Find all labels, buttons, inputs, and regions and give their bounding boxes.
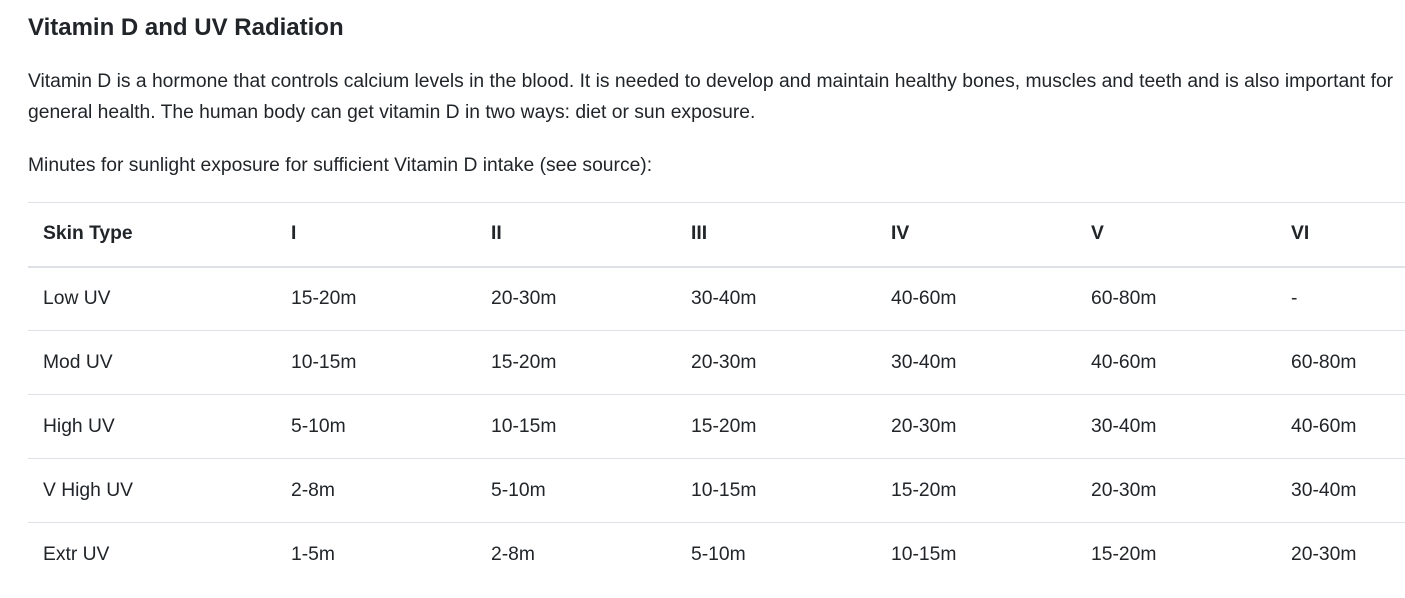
- table-cell: 30-40m: [1291, 479, 1357, 501]
- table-cell: 15-20m: [291, 287, 357, 309]
- table-cell: 2-8m: [291, 479, 335, 501]
- table-cell: 5-10m: [491, 479, 546, 501]
- table-cell: 2-8m: [491, 543, 535, 565]
- table-cell: 40-60m: [891, 287, 957, 309]
- table-cell: 15-20m: [1091, 543, 1157, 565]
- header-skin-type-iii: III: [691, 223, 708, 245]
- uv-level-label: Extr UV: [43, 543, 110, 565]
- table-row: High UV 5-10m 10-15m 15-20m 20-30m 30-40…: [28, 395, 1405, 459]
- table-cell: 30-40m: [1091, 415, 1157, 437]
- table-cell: 40-60m: [1291, 415, 1357, 437]
- table-caption: Minutes for sunlight exposure for suffic…: [28, 155, 653, 176]
- table-cell: 5-10m: [691, 543, 746, 565]
- header-skin-type-v: V: [1091, 223, 1104, 245]
- table-cell: 10-15m: [691, 479, 757, 501]
- table-cell: 60-80m: [1091, 287, 1157, 309]
- table-row: Low UV 15-20m 20-30m 30-40m 40-60m 60-80…: [28, 267, 1405, 331]
- table-cell: 15-20m: [891, 479, 957, 501]
- page-title: Vitamin D and UV Radiation: [28, 14, 344, 41]
- table-cell: 10-15m: [291, 351, 357, 373]
- table-cell: 30-40m: [891, 351, 957, 373]
- table-cell: 20-30m: [691, 351, 757, 373]
- table-cell: 40-60m: [1091, 351, 1157, 373]
- table-row: Extr UV 1-5m 2-8m 5-10m 10-15m 15-20m 20…: [28, 523, 1405, 587]
- table-cell: 5-10m: [291, 415, 346, 437]
- table-row: V High UV 2-8m 5-10m 10-15m 15-20m 20-30…: [28, 459, 1405, 523]
- table-cell: 1-5m: [291, 543, 335, 565]
- uv-level-label: High UV: [43, 415, 115, 437]
- header-skin-type-iv: IV: [891, 223, 910, 245]
- header-skin-type-ii: II: [491, 223, 502, 245]
- table-cell: 30-40m: [691, 287, 757, 309]
- uv-level-label: Mod UV: [43, 351, 113, 373]
- table-header-row: Skin Type I II III IV V VI: [28, 202, 1405, 267]
- table-cell: 20-30m: [491, 287, 557, 309]
- table-cell: 20-30m: [1291, 543, 1357, 565]
- table-cell: 20-30m: [1091, 479, 1157, 501]
- table-row: Mod UV 10-15m 15-20m 20-30m 30-40m 40-60…: [28, 331, 1405, 395]
- table-cell: 10-15m: [891, 543, 957, 565]
- header-skin-type-vi: VI: [1291, 223, 1310, 245]
- header-skin-type: Skin Type: [43, 223, 133, 245]
- vitamin-d-exposure-table: Skin Type I II III IV V VI Low UV 15-20m…: [28, 202, 1405, 587]
- table-cell: 20-30m: [891, 415, 957, 437]
- table-cell: 10-15m: [491, 415, 557, 437]
- table-cell: 15-20m: [491, 351, 557, 373]
- intro-paragraph: Vitamin D is a hormone that controls cal…: [28, 71, 1394, 123]
- uv-level-label: V High UV: [43, 479, 134, 501]
- header-skin-type-i: I: [291, 223, 297, 245]
- uv-level-label: Low UV: [43, 287, 111, 309]
- table-cell: -: [1291, 287, 1298, 309]
- table-cell: 60-80m: [1291, 351, 1357, 373]
- table-cell: 15-20m: [691, 415, 757, 437]
